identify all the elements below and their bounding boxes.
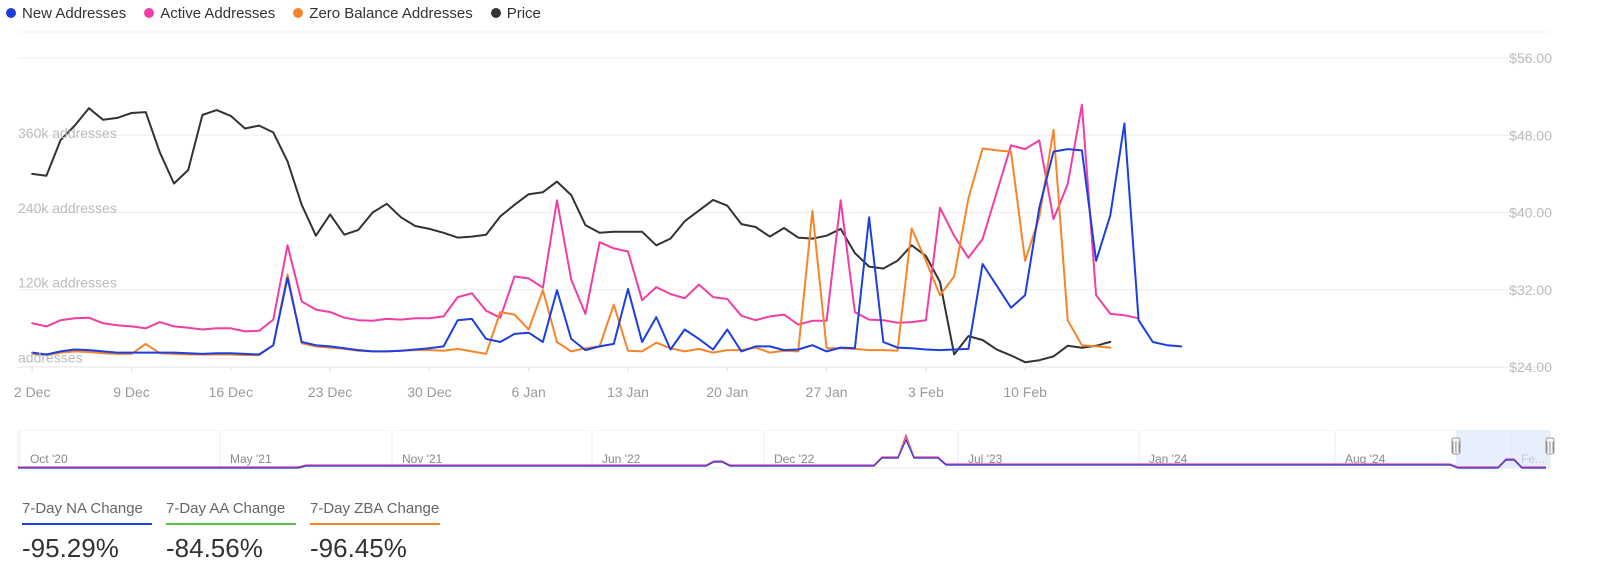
stat-value: -84.56% [166, 533, 263, 563]
legend-item-new-addresses[interactable]: New Addresses [6, 5, 126, 22]
legend-label: Active Addresses [160, 4, 276, 22]
price-dot-icon [490, 8, 501, 18]
x-tick-label: 10 Feb [1003, 384, 1047, 400]
main-chart[interactable]: $24.00 $32.00 $40.00 $48.00 $56.00 addresses 1… [0, 30, 1605, 410]
y-left-tick-label: 120k addresses [18, 275, 117, 291]
navigator-label: May '21 [230, 452, 272, 466]
grid-layer [18, 31, 1550, 371]
series-line-active-addresses [31, 103, 1140, 333]
series-line-price [31, 107, 1112, 364]
legend-item-active-addresses[interactable]: Active Addresses [144, 5, 275, 22]
legend-label: Price [506, 4, 541, 22]
series-layer [31, 103, 1183, 364]
tick-layer: $24.00 $32.00 $40.00 $48.00 $56.00 addresses 1… [14, 50, 1552, 400]
stat-zba-change[interactable]: 7-Day ZBA Change -96.45% [310, 500, 440, 564]
navigator-handle-left [1451, 437, 1461, 455]
y-right-tick-label: $32.00 [1509, 282, 1552, 298]
y-left-tick-label: 240k addresses [18, 200, 117, 216]
navigator[interactable]: Oct '20 May '21 Nov '21 Jun '22 Dec '22 Jul '… [0, 430, 1605, 478]
zero-balance-dot-icon [293, 8, 304, 18]
stat-label: 7-Day NA Change [22, 500, 143, 517]
chart-legend: New Addresses Active Addresses Zero Bala… [6, 3, 541, 23]
navigator-handle-right [1545, 437, 1555, 455]
navigator-label: Nov '21 [402, 452, 443, 466]
navigator-label: Jan '24 [1149, 452, 1188, 466]
stat-value: -96.45% [310, 533, 407, 563]
navigator-label: Jul '23 [968, 452, 1003, 466]
x-tick-label: 20 Jan [706, 384, 748, 400]
active-addresses-dot-icon [144, 8, 155, 18]
handle-grip-icon: ||| [1451, 439, 1460, 453]
y-right-tick-label: $48.00 [1509, 127, 1552, 143]
navigator-label: Aug '24 [1345, 452, 1386, 466]
navigator-label: Jun '22 [602, 452, 641, 466]
navigator-line-new [18, 438, 1546, 469]
x-tick-label: 3 Feb [908, 384, 944, 400]
legend-item-zero-balance-addresses[interactable]: Zero Balance Addresses [293, 4, 473, 22]
x-tick-label: 9 Dec [113, 384, 150, 400]
stats-row: 7-Day NA Change -95.29% 7-Day AA Change … [22, 500, 440, 564]
stat-underline [166, 523, 296, 525]
x-tick-label: 30 Dec [407, 384, 451, 400]
new-addresses-dot-icon [6, 8, 16, 18]
legend-label: New Addresses [22, 4, 127, 22]
stat-value: -95.29% [22, 533, 119, 563]
y-right-tick-label: $40.00 [1509, 205, 1552, 221]
y-right-tick-label: $24.00 [1509, 359, 1552, 375]
navigator-frame [17, 430, 1551, 469]
stat-na-change[interactable]: 7-Day NA Change -95.29% [22, 500, 152, 564]
legend-item-price[interactable]: Price [490, 4, 541, 22]
x-tick-label: 13 Jan [607, 384, 649, 400]
y-left-tick-label: addresses [18, 350, 83, 366]
stat-label: 7-Day AA Change [166, 500, 286, 517]
navigator-label: Oct '20 [30, 452, 68, 466]
x-tick-label: 27 Jan [806, 384, 848, 400]
y-left-tick-label: 360k addresses [18, 125, 117, 141]
x-tick-label: 2 Dec [14, 384, 51, 400]
y-right-tick-label: $56.00 [1509, 50, 1552, 66]
navigator-line-active [18, 433, 1546, 468]
legend-label: Zero Balance Addresses [309, 4, 473, 22]
series-line-new-addresses [31, 122, 1183, 356]
x-tick-label: 6 Jan [512, 384, 546, 400]
navigator-layer: Oct '20 May '21 Nov '21 Jun '22 Dec '22 Jul '… [17, 430, 1555, 469]
navigator-label: Dec '22 [774, 452, 815, 466]
stat-label: 7-Day ZBA Change [310, 500, 440, 517]
x-tick-label: 23 Dec [308, 384, 352, 400]
handle-grip-icon: ||| [1545, 439, 1554, 453]
stat-underline [22, 523, 152, 525]
x-tick-label: 16 Dec [209, 384, 253, 400]
stat-underline [310, 523, 440, 525]
stat-aa-change[interactable]: 7-Day AA Change -84.56% [166, 500, 296, 564]
